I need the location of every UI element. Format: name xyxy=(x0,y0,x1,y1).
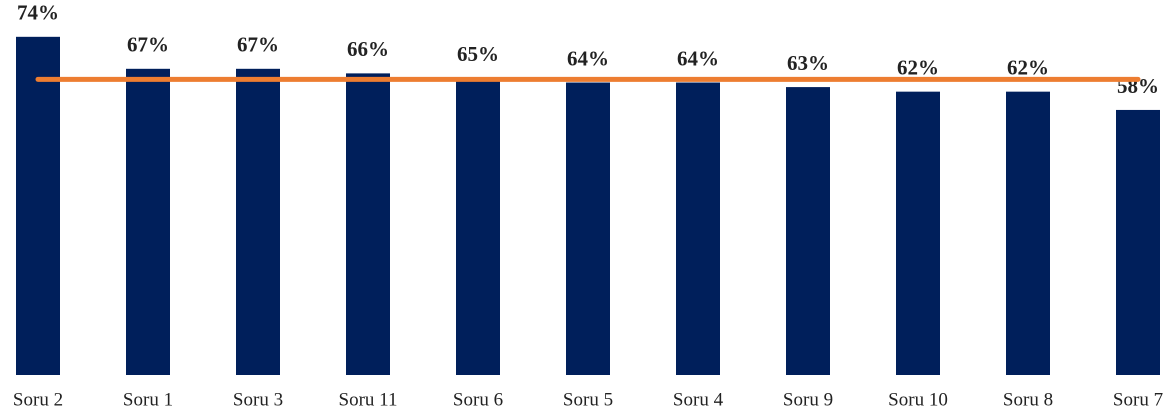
data-label: 64% xyxy=(677,46,719,70)
data-label: 64% xyxy=(567,46,609,70)
data-label: 74% xyxy=(17,1,59,25)
x-tick-label: Soru 8 xyxy=(1003,389,1053,410)
bar xyxy=(346,73,390,375)
x-tick-label: Soru 11 xyxy=(339,389,398,410)
bar xyxy=(786,87,830,375)
data-label: 62% xyxy=(1007,55,1049,79)
x-tick-label: Soru 1 xyxy=(123,389,173,410)
x-tick-label: Soru 6 xyxy=(453,389,503,410)
x-tick-label: Soru 10 xyxy=(888,389,948,410)
bar xyxy=(1116,109,1160,375)
bar xyxy=(456,77,500,375)
bar xyxy=(566,82,610,376)
bar xyxy=(236,68,280,375)
bar xyxy=(1006,91,1050,375)
x-tick-label: Soru 2 xyxy=(13,389,63,410)
data-label: 62% xyxy=(897,55,939,79)
data-label: 67% xyxy=(127,33,169,57)
x-tick-label: Soru 9 xyxy=(783,389,833,410)
x-tick-label: Soru 7 xyxy=(1113,389,1163,410)
x-tick-label: Soru 3 xyxy=(233,389,283,410)
bar xyxy=(16,36,60,375)
data-label: 63% xyxy=(787,51,829,75)
data-label: 67% xyxy=(237,33,279,57)
bar xyxy=(896,91,940,375)
x-tick-label: Soru 4 xyxy=(673,389,724,410)
x-tick-label: Soru 5 xyxy=(563,389,613,410)
bar xyxy=(676,82,720,376)
bar xyxy=(126,68,170,375)
data-label: 66% xyxy=(347,37,389,61)
data-label: 65% xyxy=(457,42,499,66)
